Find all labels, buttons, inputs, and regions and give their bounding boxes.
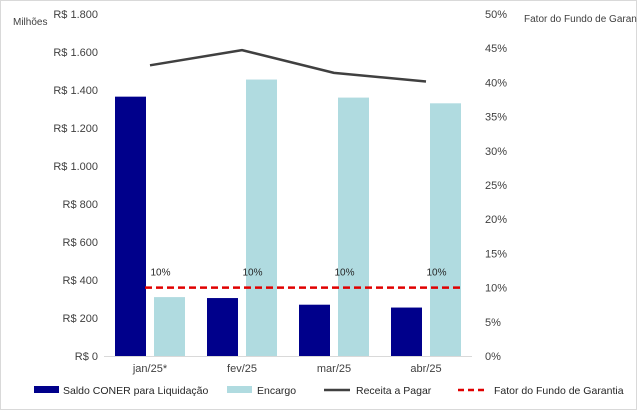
- right-tick-label: 25%: [485, 180, 507, 192]
- fator-data-label: 10%: [334, 268, 354, 279]
- right-tick-label: 0%: [485, 351, 501, 363]
- fator-data-label: 10%: [426, 268, 446, 279]
- left-tick-label: R$ 0: [75, 351, 98, 363]
- x-tick-label: fev/25: [227, 363, 257, 375]
- bar-encargo: [154, 297, 185, 356]
- left-tick-label: R$ 400: [63, 275, 98, 287]
- fator-data-label: 10%: [242, 268, 262, 279]
- right-tick-label: 40%: [485, 77, 507, 89]
- bar-saldo-coner: [391, 307, 422, 356]
- right-tick-label: 30%: [485, 146, 507, 158]
- right-tick-label: 45%: [485, 43, 507, 55]
- left-axis-title: Milhões: [13, 17, 47, 28]
- line-receita-a-pagar: [149, 48, 427, 83]
- legend-label: Encargo: [257, 385, 296, 397]
- right-axis-title: Fator do Fundo de Garantia: [524, 14, 637, 25]
- x-tick-label: abr/25: [410, 363, 441, 375]
- left-tick-label: R$ 1.400: [53, 85, 98, 97]
- bar-encargo: [338, 97, 369, 356]
- left-tick-label: R$ 1.000: [53, 161, 98, 173]
- left-tick-label: R$ 1.600: [53, 47, 98, 59]
- x-tick-label: jan/25*: [132, 363, 168, 375]
- left-tick-label: R$ 800: [63, 199, 98, 211]
- bar-saldo-coner: [207, 298, 238, 356]
- right-tick-label: 50%: [485, 9, 507, 21]
- legend-label: Receita a Pagar: [356, 385, 432, 397]
- right-tick-label: 35%: [485, 112, 507, 124]
- right-tick-label: 10%: [485, 283, 507, 295]
- legend-swatch: [227, 386, 252, 393]
- bar-saldo-coner: [299, 304, 330, 356]
- left-tick-label: R$ 1.800: [53, 9, 98, 21]
- right-tick-label: 15%: [485, 248, 507, 260]
- left-tick-label: R$ 600: [63, 237, 98, 249]
- x-tick-label: mar/25: [317, 363, 351, 375]
- legend-label: Saldo CONER para Liquidação: [63, 385, 208, 397]
- right-tick-label: 20%: [485, 214, 507, 226]
- legend-swatch: [34, 386, 59, 393]
- bar-encargo: [430, 103, 461, 356]
- bar-saldo-coner: [115, 96, 146, 357]
- fator-data-label: 10%: [150, 268, 170, 279]
- right-tick-label: 5%: [485, 317, 501, 329]
- left-tick-label: R$ 1.200: [53, 123, 98, 135]
- legend-label: Fator do Fundo de Garantia: [494, 385, 624, 397]
- left-tick-label: R$ 200: [63, 313, 98, 325]
- bar-encargo: [246, 79, 277, 357]
